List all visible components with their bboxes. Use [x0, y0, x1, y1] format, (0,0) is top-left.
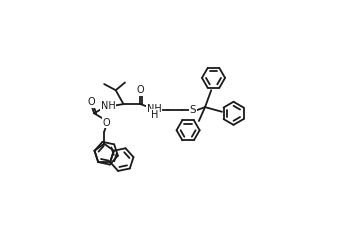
Text: S: S [189, 105, 196, 115]
Text: O: O [103, 118, 110, 127]
Text: NH: NH [147, 104, 162, 115]
Text: NH: NH [101, 101, 116, 111]
Text: H: H [151, 110, 158, 120]
Text: O: O [87, 97, 95, 107]
Text: O: O [137, 85, 144, 95]
